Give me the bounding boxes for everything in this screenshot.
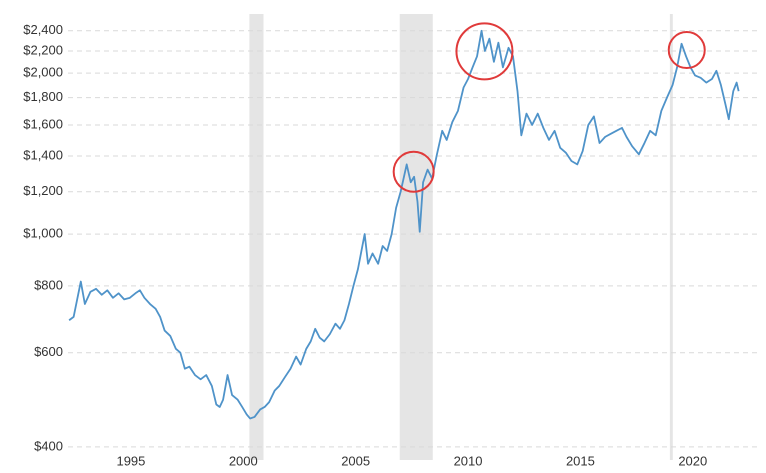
y-tick-label: $2,000 [23,65,63,80]
x-tick-label: 2020 [678,453,707,468]
y-tick-label: $600 [34,344,63,359]
y-tick-label: $2,400 [23,22,63,37]
y-tick-label: $1,600 [23,116,63,131]
recession-band [669,14,673,460]
recession-band [249,14,264,460]
x-tick-label: 1995 [116,453,145,468]
highlight-circle [667,31,706,70]
x-tick-label: 2010 [454,453,483,468]
highlight-circle [455,22,514,81]
y-tick-label: $400 [34,438,63,453]
x-tick-label: 2005 [341,453,370,468]
y-tick-label: $1,000 [23,226,63,241]
y-tick-label: $1,400 [23,147,63,162]
y-tick-label: $2,200 [23,42,63,57]
recession-band [399,14,433,460]
price-line [68,29,740,420]
x-tick-label: 2000 [229,453,258,468]
highlight-circle [392,150,435,193]
y-tick-label: $1,200 [23,183,63,198]
y-tick-label: $800 [34,277,63,292]
x-tick-label: 2015 [566,453,595,468]
y-tick-label: $1,800 [23,89,63,104]
